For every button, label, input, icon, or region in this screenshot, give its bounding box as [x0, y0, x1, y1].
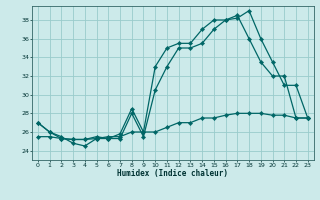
X-axis label: Humidex (Indice chaleur): Humidex (Indice chaleur)	[117, 169, 228, 178]
